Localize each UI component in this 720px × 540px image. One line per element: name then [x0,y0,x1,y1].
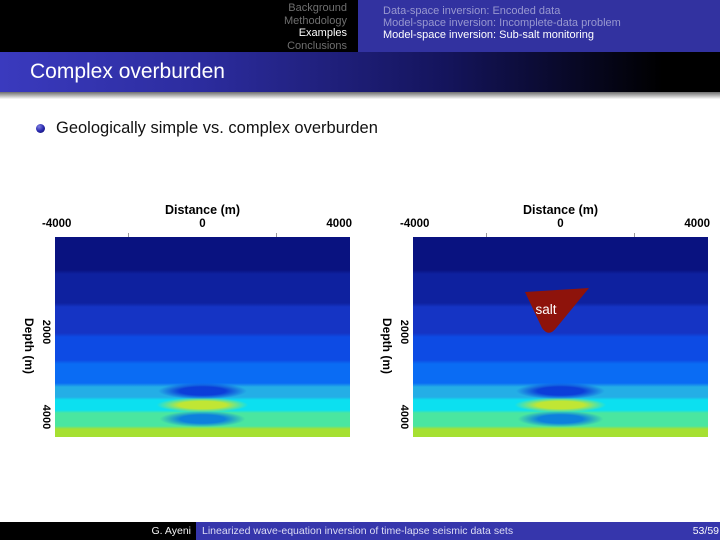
footer-page-number: 53/59 [692,525,719,537]
x-minor-tick [634,233,635,237]
y-tick-2000: 2000 [40,319,52,345]
y-axis-title: Depth (m) [22,318,36,374]
x-tick-min: -4000 [400,218,430,230]
x-axis-title: Distance (m) [522,203,599,217]
x-minor-tick [128,233,129,237]
x-minor-tick [276,233,277,237]
x-tick-max: 4000 [684,218,710,230]
x-axis-title: Distance (m) [164,203,241,217]
nav-subsection-subsalt-monitoring[interactable]: Model-space inversion: Sub-salt monitori… [383,29,594,41]
footer-bar: G. Ayeni Linearized wave-equation invers… [0,522,720,540]
nav-subsection-encoded-data[interactable]: Data-space inversion: Encoded data [383,5,561,17]
y-tick-4000: 4000 [398,404,410,430]
y-tick-2000: 2000 [398,319,410,345]
nav-section-examples[interactable]: Examples [298,27,347,40]
nav-section-background[interactable]: Background [288,2,347,14]
bullet-item: Geologically simple vs. complex overburd… [36,117,686,140]
x-axis-ticks: -4000 0 4000 [42,218,352,234]
x-tick-min: -4000 [42,218,72,230]
velocity-image-simple [55,237,350,437]
subsection-nav: Data-space inversion: Encoded data Model… [358,0,720,52]
salt-label: salt [535,302,556,317]
velocity-model-simple: Distance (m) -4000 0 4000 Depth (m) 2000… [0,200,360,445]
nav-section-conclusions[interactable]: Conclusions [287,39,347,52]
y-axis-title: Depth (m) [380,318,394,374]
velocity-image-complex: salt [413,237,708,437]
bullet-ball-icon [36,124,45,133]
footer-talk-title-box: Linearized wave-equation inversion of ti… [196,522,720,540]
x-minor-tick [486,233,487,237]
frame-title: Complex overburden [0,52,720,92]
title-shadow-divider [0,92,720,99]
x-axis-ticks: -4000 0 4000 [400,218,710,234]
bullet-text: Geologically simple vs. complex overburd… [56,119,378,137]
x-tick-zero: 0 [557,218,564,230]
nav-subsection-incomplete-data[interactable]: Model-space inversion: Incomplete-data p… [383,17,621,29]
salt-body [525,288,589,333]
section-nav: Background Methodology Examples Conclusi… [0,0,358,52]
salt-body-overlay: salt [525,288,589,333]
velocity-model-complex: Distance (m) -4000 0 4000 salt Depth (m)… [358,200,718,445]
footer-author: G. Ayeni [0,522,196,540]
x-tick-max: 4000 [326,218,352,230]
y-tick-4000: 4000 [40,404,52,430]
footer-talk-title: Linearized wave-equation inversion of ti… [202,525,514,537]
x-tick-zero: 0 [199,218,206,230]
nav-section-methodology[interactable]: Methodology [284,14,347,27]
